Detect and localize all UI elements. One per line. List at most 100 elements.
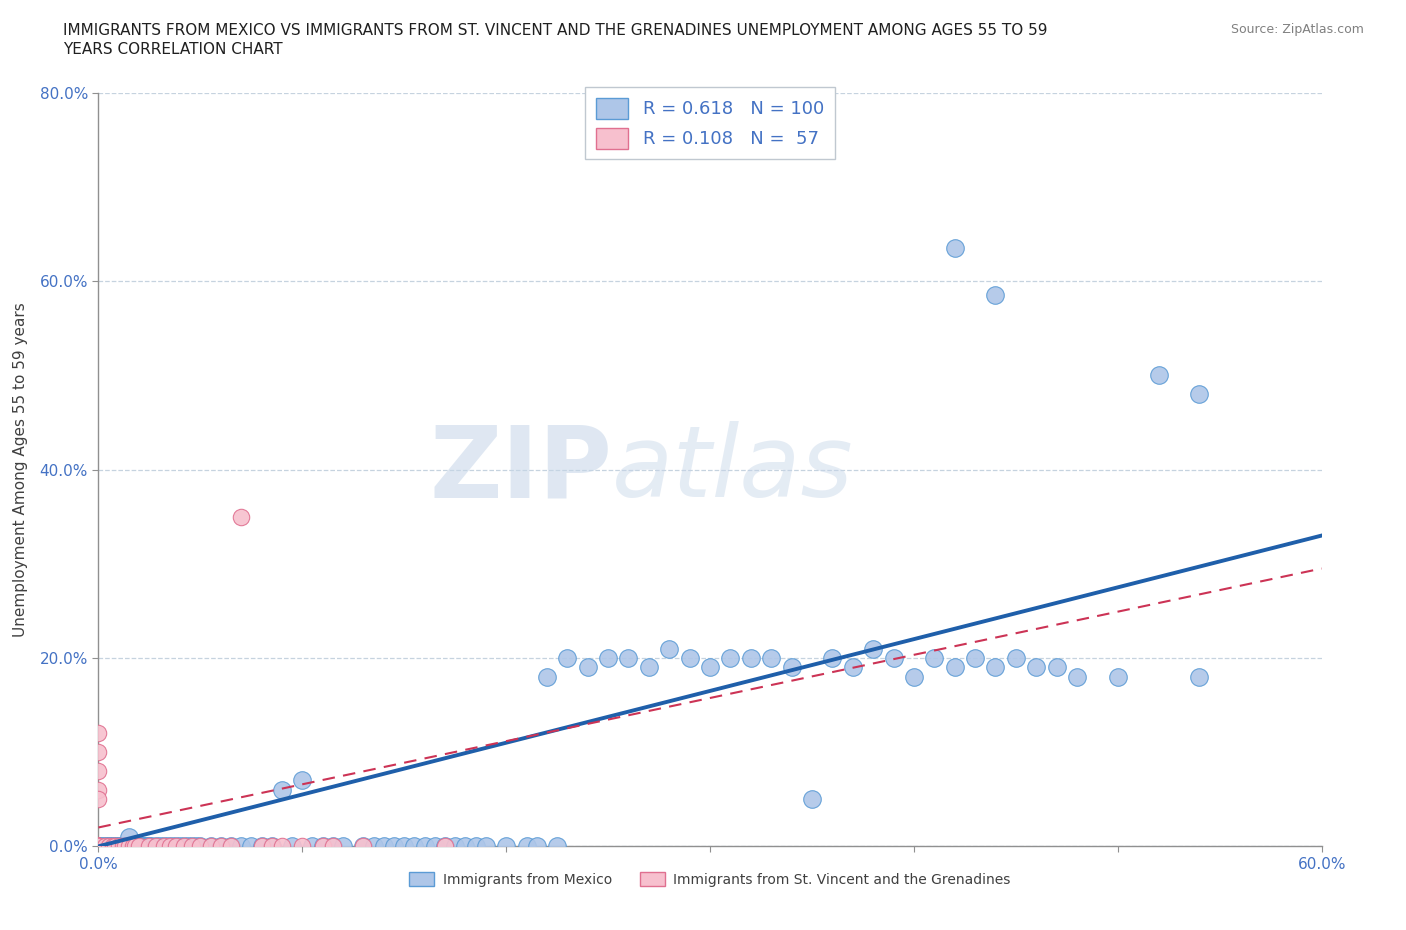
Point bbox=[312, 839, 335, 854]
Point bbox=[301, 839, 323, 854]
Point bbox=[922, 651, 945, 666]
Point bbox=[332, 839, 354, 854]
Point bbox=[87, 726, 110, 741]
Point bbox=[546, 839, 568, 854]
Point bbox=[740, 651, 762, 666]
Point bbox=[536, 670, 558, 684]
Point bbox=[93, 839, 115, 854]
Point bbox=[801, 791, 824, 806]
Point bbox=[160, 839, 183, 854]
Point bbox=[780, 660, 803, 675]
Point bbox=[122, 839, 145, 854]
Point bbox=[124, 839, 146, 854]
Point bbox=[91, 839, 114, 854]
Point bbox=[87, 839, 110, 854]
Point bbox=[87, 839, 110, 854]
Point bbox=[111, 839, 134, 854]
Point bbox=[87, 839, 110, 854]
Point bbox=[101, 839, 124, 854]
Point bbox=[177, 839, 200, 854]
Point bbox=[87, 839, 110, 854]
Point bbox=[617, 651, 640, 666]
Legend: Immigrants from Mexico, Immigrants from St. Vincent and the Grenadines: Immigrants from Mexico, Immigrants from … bbox=[404, 866, 1017, 892]
Point bbox=[200, 839, 222, 854]
Point bbox=[434, 839, 457, 854]
Point bbox=[152, 839, 174, 854]
Point bbox=[718, 651, 742, 666]
Point bbox=[186, 839, 208, 854]
Point bbox=[1004, 651, 1026, 666]
Point bbox=[903, 670, 925, 684]
Point bbox=[679, 651, 702, 666]
Point bbox=[821, 651, 844, 666]
Point bbox=[87, 839, 110, 854]
Point bbox=[404, 839, 426, 854]
Point bbox=[392, 839, 416, 854]
Point bbox=[165, 839, 187, 854]
Point bbox=[181, 839, 204, 854]
Point bbox=[200, 839, 222, 854]
Point bbox=[128, 839, 150, 854]
Point bbox=[434, 839, 457, 854]
Point bbox=[1188, 670, 1211, 684]
Point bbox=[128, 839, 150, 854]
Point bbox=[87, 839, 110, 854]
Point bbox=[1045, 660, 1069, 675]
Point bbox=[209, 839, 232, 854]
Point bbox=[87, 839, 110, 854]
Point bbox=[105, 839, 128, 854]
Point bbox=[270, 782, 294, 797]
Point bbox=[104, 839, 127, 854]
Text: Source: ZipAtlas.com: Source: ZipAtlas.com bbox=[1230, 23, 1364, 36]
Point bbox=[555, 651, 579, 666]
Point bbox=[173, 839, 195, 854]
Point bbox=[93, 839, 115, 854]
Point bbox=[423, 839, 446, 854]
Point bbox=[87, 839, 110, 854]
Point bbox=[87, 839, 110, 854]
Point bbox=[87, 839, 110, 854]
Point bbox=[97, 839, 120, 854]
Point bbox=[97, 839, 120, 854]
Point bbox=[96, 839, 118, 854]
Point bbox=[159, 839, 181, 854]
Point bbox=[965, 651, 987, 666]
Point bbox=[188, 839, 212, 854]
Point bbox=[526, 839, 548, 854]
Point bbox=[474, 839, 498, 854]
Point bbox=[132, 839, 155, 854]
Point bbox=[363, 839, 385, 854]
Point bbox=[576, 660, 599, 675]
Point bbox=[111, 839, 134, 854]
Point bbox=[761, 651, 783, 666]
Point bbox=[87, 839, 110, 854]
Point bbox=[699, 660, 721, 675]
Point bbox=[464, 839, 486, 854]
Text: ZIP: ZIP bbox=[429, 421, 612, 518]
Point bbox=[138, 839, 160, 854]
Point bbox=[231, 839, 253, 854]
Point bbox=[270, 839, 294, 854]
Point bbox=[188, 839, 212, 854]
Point bbox=[943, 660, 966, 675]
Point bbox=[281, 839, 304, 854]
Point bbox=[250, 839, 273, 854]
Point bbox=[862, 641, 884, 656]
Point bbox=[87, 839, 110, 854]
Point bbox=[322, 839, 344, 854]
Point bbox=[145, 839, 167, 854]
Point bbox=[108, 839, 131, 854]
Point bbox=[152, 839, 174, 854]
Point bbox=[87, 839, 110, 854]
Point bbox=[145, 839, 167, 854]
Point bbox=[108, 839, 131, 854]
Point bbox=[110, 839, 132, 854]
Point bbox=[87, 839, 110, 854]
Point bbox=[118, 839, 141, 854]
Point bbox=[169, 839, 191, 854]
Point bbox=[1066, 670, 1088, 684]
Point bbox=[322, 839, 344, 854]
Point bbox=[165, 839, 187, 854]
Point bbox=[516, 839, 538, 854]
Point bbox=[260, 839, 283, 854]
